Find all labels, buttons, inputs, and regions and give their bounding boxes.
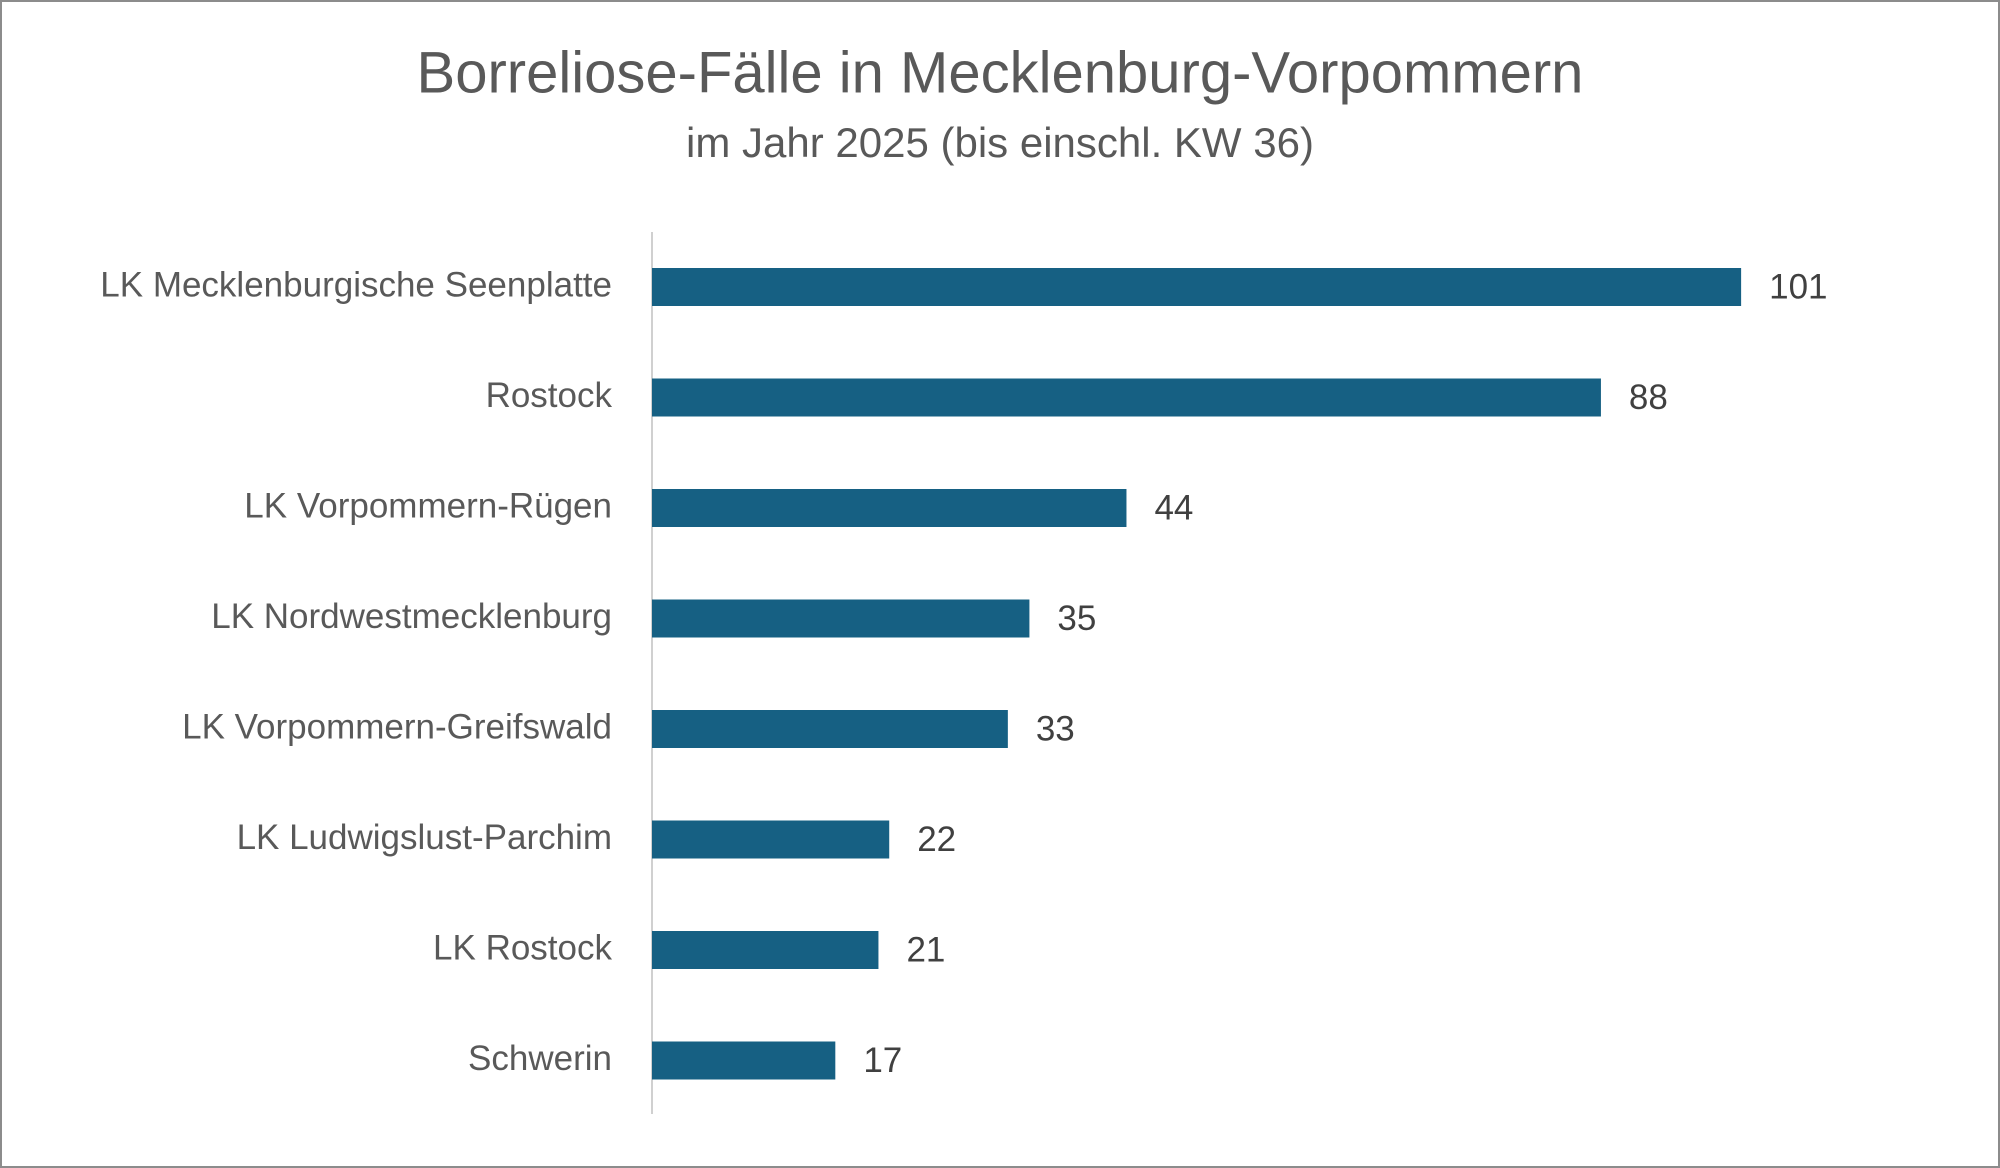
category-label: Rostock (486, 376, 613, 415)
chart-subtitle: im Jahr 2025 (bis einschl. KW 36) (686, 119, 1314, 166)
bar (652, 820, 890, 859)
category-label: LK Rostock (433, 928, 612, 967)
category-label: LK Nordwestmecklenburg (211, 597, 612, 636)
value-label: 33 (1036, 709, 1075, 748)
category-label: LK Vorpommern-Rügen (244, 486, 612, 525)
category-label: LK Vorpommern-Greifswald (182, 707, 612, 746)
value-label: 44 (1154, 488, 1193, 527)
value-label: 35 (1057, 599, 1096, 638)
bar (652, 489, 1127, 527)
bar (652, 710, 1008, 748)
value-label: 22 (917, 820, 956, 859)
bar (652, 1041, 836, 1080)
bar (652, 268, 1742, 306)
category-label: LK Ludwigslust-Parchim (237, 818, 612, 857)
value-label: 17 (863, 1041, 902, 1080)
bar (652, 931, 879, 969)
chart-title: Borreliose-Fälle in Mecklenburg-Vorpomme… (417, 40, 1584, 105)
bar (652, 599, 1030, 638)
value-label: 21 (906, 930, 945, 969)
bar (652, 378, 1601, 417)
value-label: 101 (1769, 267, 1827, 306)
category-label: LK Mecklenburgische Seenplatte (100, 265, 612, 304)
value-label: 88 (1629, 378, 1668, 417)
category-label: Schwerin (468, 1039, 612, 1078)
